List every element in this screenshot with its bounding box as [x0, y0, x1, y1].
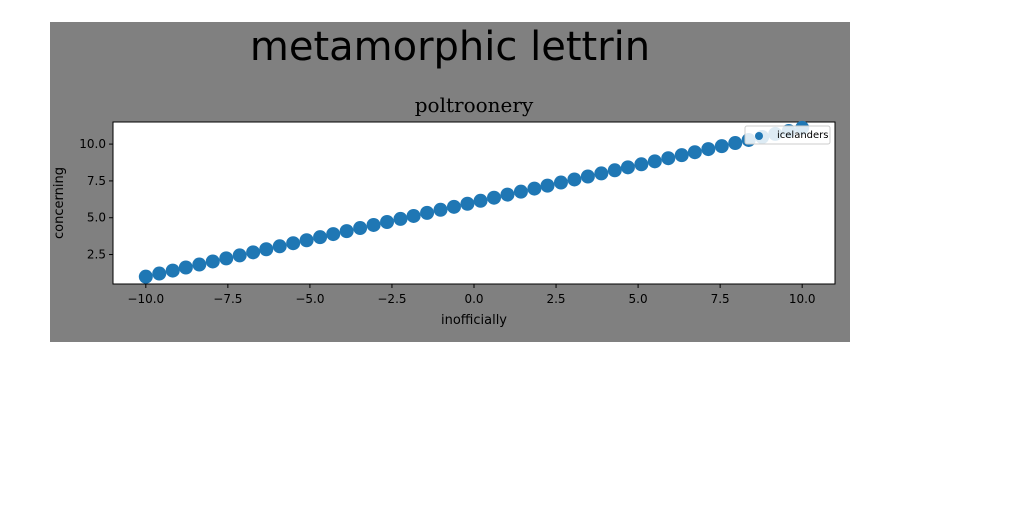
- data-point: [513, 184, 528, 199]
- data-point: [527, 181, 542, 196]
- data-point: [178, 260, 193, 275]
- y-tick-label: 7.5: [87, 174, 106, 188]
- data-point: [540, 178, 555, 193]
- data-point: [353, 221, 368, 236]
- data-point: [339, 224, 354, 239]
- x-tick-label: 7.5: [711, 292, 730, 306]
- data-point: [473, 193, 488, 208]
- x-tick-label: 5.0: [629, 292, 648, 306]
- data-point: [192, 257, 207, 272]
- data-point: [728, 136, 743, 151]
- y-axis-label: concerning: [52, 167, 67, 239]
- data-point: [661, 151, 676, 166]
- data-point: [553, 175, 568, 190]
- data-point: [165, 263, 180, 278]
- x-tick-label: 10.0: [789, 292, 816, 306]
- data-point: [313, 230, 328, 245]
- data-point: [500, 187, 515, 202]
- x-axis-label: inofficially: [441, 313, 507, 328]
- data-point: [299, 233, 314, 248]
- data-point: [594, 166, 609, 181]
- data-point: [152, 266, 167, 281]
- x-tick-label: −2.5: [377, 292, 406, 306]
- x-tick-label: −7.5: [213, 292, 242, 306]
- data-point: [647, 154, 662, 169]
- data-point: [272, 239, 287, 254]
- data-point: [446, 199, 461, 214]
- chart: poltroonery −10.0 −7.5 −5.0 −2.5 0.0 2.5 5.0 7.…: [52, 93, 836, 328]
- legend-marker: [755, 132, 763, 140]
- data-point: [232, 248, 247, 263]
- y-axis: 2.5 5.0 7.5 10.0: [79, 137, 113, 262]
- data-point: [701, 142, 716, 157]
- data-point: [393, 211, 408, 226]
- data-point: [487, 190, 502, 205]
- figure-title: metamorphic lettrin: [249, 24, 651, 70]
- data-point: [567, 172, 582, 187]
- data-point: [674, 148, 689, 163]
- data-point: [380, 215, 395, 229]
- data-point: [246, 245, 261, 260]
- figure: metamorphic lettrin poltroonery −10.0 −7.…: [50, 22, 850, 342]
- x-tick-label: 2.5: [546, 292, 565, 306]
- data-point: [460, 196, 475, 211]
- legend-label: icelanders: [777, 130, 829, 141]
- data-point: [580, 169, 595, 184]
- data-point: [634, 157, 649, 172]
- data-point: [433, 202, 448, 217]
- x-axis: −10.0 −7.5 −5.0 −2.5 0.0 2.5 5.0 7.5 10.0: [127, 284, 816, 306]
- data-point: [326, 227, 341, 242]
- y-tick-label: 5.0: [87, 211, 106, 225]
- data-point: [406, 208, 421, 223]
- x-tick-label: −10.0: [127, 292, 164, 306]
- data-point: [138, 269, 153, 284]
- chart-title: poltroonery: [415, 93, 534, 117]
- data-point: [259, 242, 274, 257]
- y-tick-label: 10.0: [79, 137, 106, 151]
- legend-box: [744, 125, 831, 145]
- data-point: [420, 205, 435, 220]
- data-point: [205, 254, 220, 269]
- data-point: [620, 160, 635, 175]
- data-point: [219, 251, 234, 266]
- data-point: [714, 139, 729, 154]
- y-tick-label: 2.5: [87, 248, 106, 262]
- x-tick-label: 0.0: [464, 292, 483, 306]
- data-point: [286, 236, 301, 251]
- data-point: [607, 163, 622, 178]
- data-point: [687, 145, 702, 160]
- x-tick-label: −5.0: [295, 292, 324, 306]
- data-point: [366, 217, 381, 232]
- legend: icelanders: [744, 125, 831, 145]
